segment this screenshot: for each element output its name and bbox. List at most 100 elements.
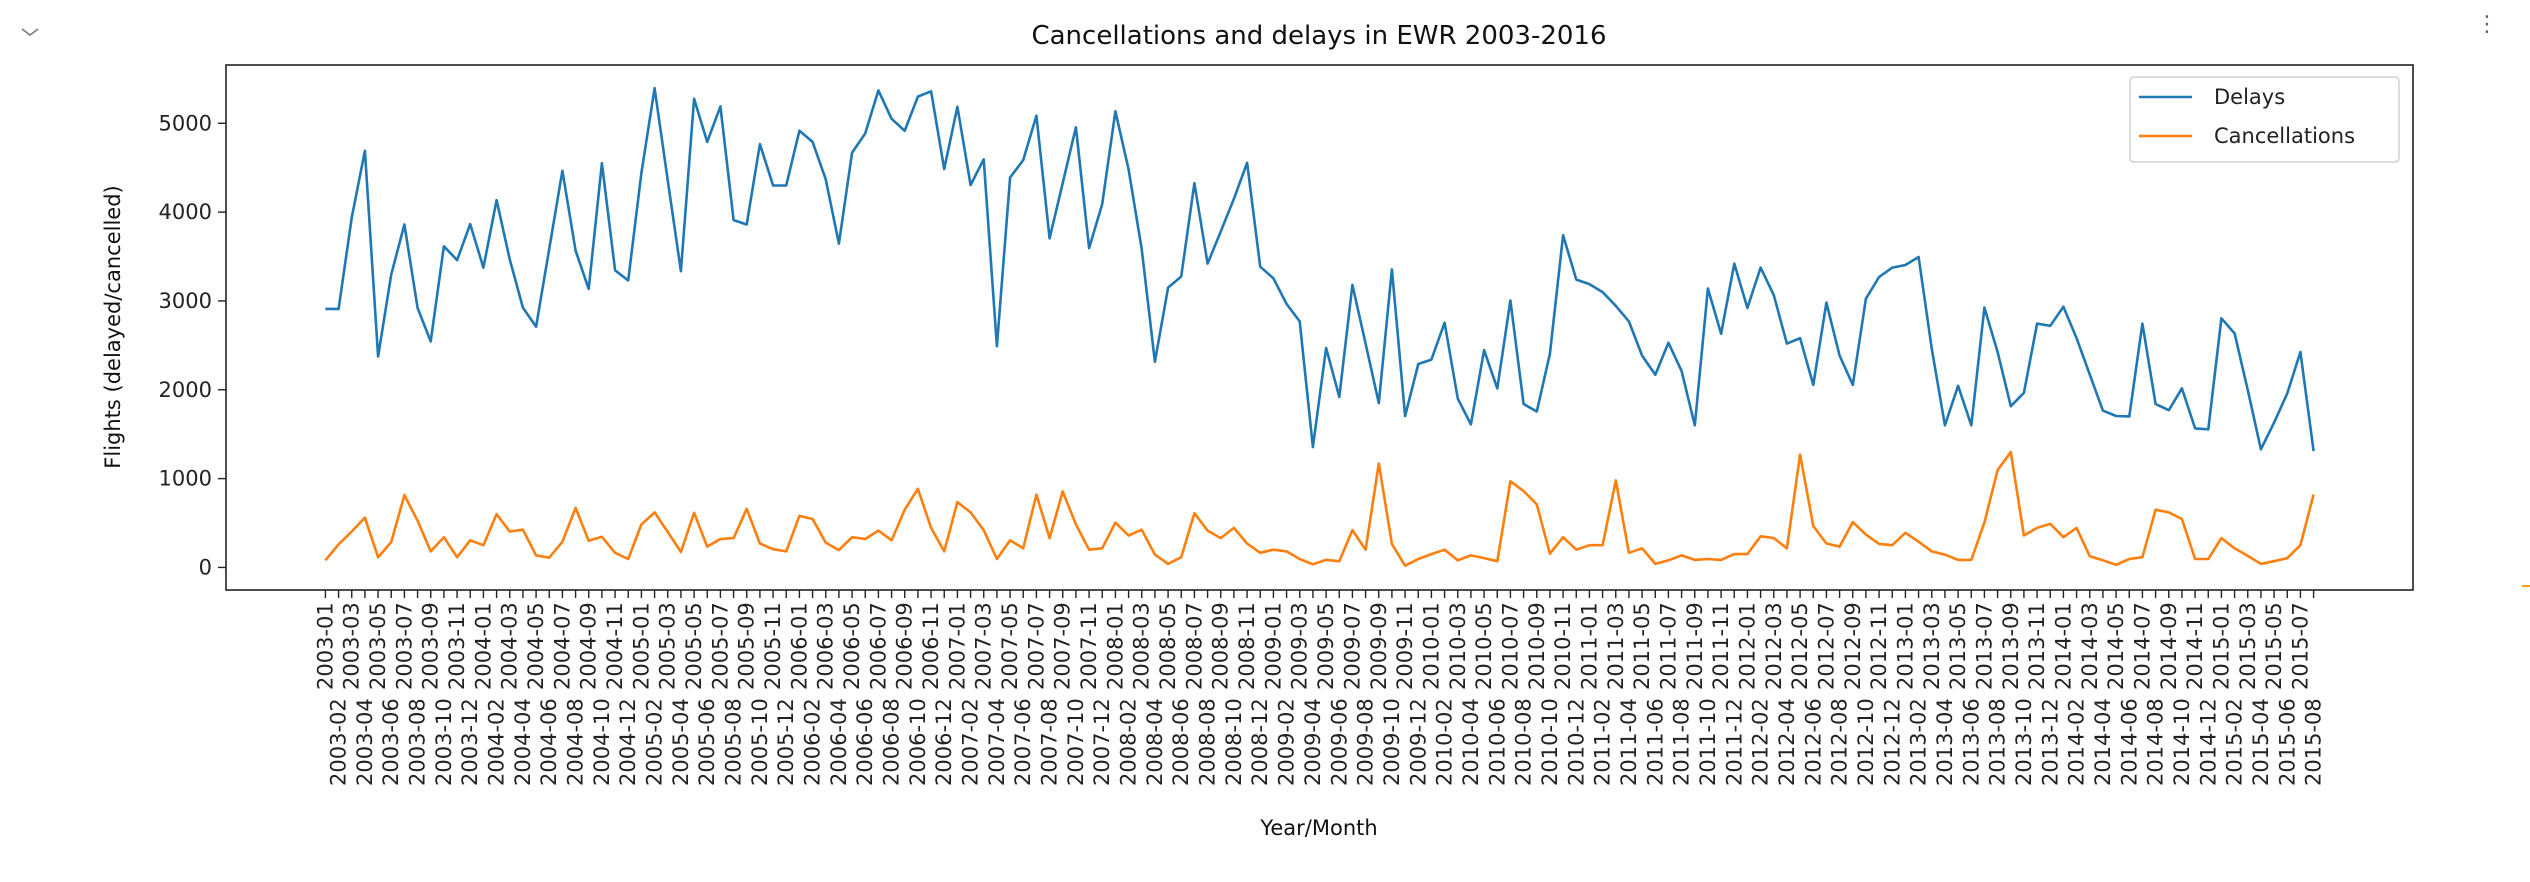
legend: Delays Cancellations xyxy=(2129,76,2400,163)
x-tick-label: 2014-11 xyxy=(2183,602,2207,690)
x-tick-label: 2012-11 xyxy=(1867,602,1891,690)
more-options-button[interactable]: ⋮ xyxy=(2476,10,2498,40)
chart-title: Cancellations and delays in EWR 2003-201… xyxy=(1031,21,1606,51)
series-line-delays xyxy=(325,86,2315,452)
x-tick-label: 2006-09 xyxy=(893,602,917,690)
x-tick-label: 2006-01 xyxy=(787,602,811,690)
x-tick-label: 2004-08 xyxy=(564,698,588,786)
x-tick-label: 2010-09 xyxy=(1525,602,1549,690)
x-tick-label: 2015-03 xyxy=(2236,602,2260,690)
x-tick-label: 2008-08 xyxy=(1196,698,1220,786)
x-tick-label: 2003-04 xyxy=(353,698,377,786)
x-tick-label: 2009-02 xyxy=(1275,698,1299,786)
x-tick-label: 2004-03 xyxy=(498,602,522,690)
x-tick-label: 2012-02 xyxy=(1749,698,1773,786)
x-tick-label: 2013-08 xyxy=(1986,698,2010,786)
x-tick-label: 2011-02 xyxy=(1591,698,1615,786)
legend-label-cancellations: Cancellations xyxy=(2214,124,2355,148)
x-tick-label: 2013-10 xyxy=(2012,698,2036,786)
x-tick-label: 2005-11 xyxy=(761,602,785,690)
x-tick-label: 2006-02 xyxy=(801,698,825,786)
x-tick-label: 2009-08 xyxy=(1354,698,1378,786)
x-tick-label: 2003-07 xyxy=(392,602,416,690)
chevron-down-icon xyxy=(21,28,39,36)
x-tick-label: 2012-12 xyxy=(1880,698,1904,786)
x-tick-label: 2009-09 xyxy=(1367,602,1391,690)
collapse-output-button[interactable] xyxy=(18,20,42,44)
y-tick-label: 3000 xyxy=(159,289,212,313)
x-tick-label: 2015-05 xyxy=(2262,602,2286,690)
x-tick-label: 2012-07 xyxy=(1814,602,1838,690)
x-tick-label: 2006-03 xyxy=(814,602,838,690)
x-tick-label: 2008-06 xyxy=(1169,698,1193,786)
x-tick-label: 2005-02 xyxy=(643,698,667,786)
x-tick-label: 2005-09 xyxy=(735,602,759,690)
x-tick-label: 2010-10 xyxy=(1538,698,1562,786)
plot-frame xyxy=(225,64,2414,591)
x-tick-label: 2003-12 xyxy=(458,698,482,786)
x-tick-label: 2005-10 xyxy=(748,698,772,786)
x-tick-label: 2004-06 xyxy=(537,698,561,786)
x-tick-label: 2014-09 xyxy=(2157,602,2181,690)
x-tick-label: 2005-03 xyxy=(656,602,680,690)
x-tick-label: 2006-04 xyxy=(827,698,851,786)
x-tick-label: 2003-03 xyxy=(340,602,364,690)
x-tick-label: 2004-11 xyxy=(603,602,627,690)
x-tick-label: 2010-08 xyxy=(1512,698,1536,786)
x-tick-label: 2009-07 xyxy=(1340,602,1364,690)
x-tick-label: 2010-04 xyxy=(1459,698,1483,786)
x-tick-label: 2006-10 xyxy=(906,698,930,786)
x-tick-label: 2008-10 xyxy=(1222,698,1246,786)
x-tick-label: 2007-10 xyxy=(1064,698,1088,786)
x-tick-label: 2014-04 xyxy=(2091,698,2115,786)
x-tick-label: 2012-03 xyxy=(1762,602,1786,690)
series-line-cancellations xyxy=(324,450,2315,568)
y-tick-label: 4000 xyxy=(159,200,212,224)
x-tick-label: 2005-12 xyxy=(774,698,798,786)
x-tick-label: 2012-06 xyxy=(1801,698,1825,786)
x-tick-label: 2013-06 xyxy=(1959,698,1983,786)
x-tick-label: 2011-04 xyxy=(1617,698,1641,786)
x-tick-label: 2003-05 xyxy=(366,602,390,690)
x-tick-label: 2014-05 xyxy=(2104,602,2128,690)
x-tick-label: 2005-04 xyxy=(669,698,693,786)
x-tick-label: 2013-05 xyxy=(1946,602,1970,690)
x-tick-label: 2004-01 xyxy=(471,602,495,690)
x-tick-label: 2015-04 xyxy=(2249,698,2273,786)
x-tick-label: 2010-03 xyxy=(1446,602,1470,690)
x-tick-label: 2012-10 xyxy=(1854,698,1878,786)
x-tick-label: 2010-05 xyxy=(1472,602,1496,690)
x-tick-label: 2007-08 xyxy=(1038,698,1062,786)
x-tick-label: 2014-01 xyxy=(2051,602,2075,690)
x-tick-label: 2012-09 xyxy=(1841,602,1865,690)
x-tick-label: 2010-07 xyxy=(1498,602,1522,690)
x-tick-label: 2015-02 xyxy=(2223,698,2247,786)
x-tick-label: 2006-05 xyxy=(840,602,864,690)
x-tick-label: 2009-04 xyxy=(1301,698,1325,786)
x-tick-label: 2007-09 xyxy=(1051,602,1075,690)
x-tick-label: 2015-08 xyxy=(2302,698,2326,786)
x-tick-label: 2006-12 xyxy=(932,698,956,786)
x-tick-label: 2012-04 xyxy=(1775,698,1799,786)
x-tick-label: 2011-07 xyxy=(1656,602,1680,690)
x-tick-label: 2013-02 xyxy=(1907,698,1931,786)
x-tick-label: 2006-08 xyxy=(880,698,904,786)
x-tick-label: 2004-12 xyxy=(616,698,640,786)
y-tick-label: 1000 xyxy=(159,467,212,491)
x-tick-label: 2009-01 xyxy=(1261,602,1285,690)
x-tick-label: 2007-12 xyxy=(1090,698,1114,786)
x-tick-label: 2007-05 xyxy=(998,602,1022,690)
x-tick-label: 2013-07 xyxy=(1972,602,1996,690)
x-tick-label: 2005-06 xyxy=(695,698,719,786)
x-tick-label: 2003-01 xyxy=(313,602,337,690)
x-tick-label: 2013-03 xyxy=(1920,602,1944,690)
x-tick-label: 2004-09 xyxy=(577,602,601,690)
x-tick-label: 2003-08 xyxy=(406,698,430,786)
x-tick-label: 2009-05 xyxy=(1314,602,1338,690)
x-tick-label: 2010-11 xyxy=(1551,602,1575,690)
x-tick-label: 2012-01 xyxy=(1735,602,1759,690)
legend-box xyxy=(2129,76,2400,163)
x-tick-label: 2015-07 xyxy=(2288,602,2312,690)
x-tick-label: 2010-06 xyxy=(1485,698,1509,786)
x-tick-label: 2008-07 xyxy=(1182,602,1206,690)
